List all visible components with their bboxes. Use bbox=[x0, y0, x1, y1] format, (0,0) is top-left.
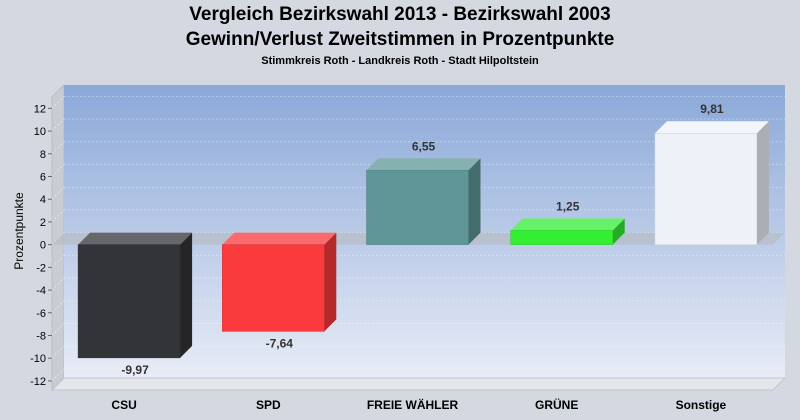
x-tick-label: FREIE WÄHLER bbox=[367, 397, 459, 412]
plot-floor bbox=[50, 377, 787, 391]
bar-side bbox=[468, 158, 481, 245]
bar-front bbox=[366, 170, 469, 245]
bar-front bbox=[654, 132, 758, 245]
y-tick-label: 12 bbox=[34, 103, 46, 115]
bar-top bbox=[510, 218, 625, 231]
y-tick-label: 2 bbox=[40, 217, 46, 229]
x-tick-label: CSU bbox=[111, 398, 136, 412]
bar-top bbox=[366, 158, 481, 171]
bar-front bbox=[77, 244, 181, 359]
gridline-side bbox=[51, 186, 65, 200]
value-label: 6,55 bbox=[412, 139, 436, 153]
bar-sonstige bbox=[654, 121, 769, 245]
y-tick-label: -4 bbox=[36, 285, 46, 297]
y-tick-label: -10 bbox=[30, 353, 46, 365]
gridline-side bbox=[51, 96, 65, 109]
x-tick-label: GRÜNE bbox=[535, 397, 578, 412]
chart-title: Vergleich Bezirkswahl 2013 - Bezirkswahl… bbox=[189, 4, 611, 25]
y-tick-label: -2 bbox=[36, 262, 46, 274]
value-label: -9,97 bbox=[121, 363, 149, 377]
gridline-side bbox=[51, 323, 65, 336]
bar-side bbox=[180, 232, 193, 358]
gridline-side bbox=[51, 368, 65, 382]
gridline-side bbox=[51, 164, 65, 177]
y-tick-label: -8 bbox=[36, 330, 46, 342]
gridline-side bbox=[51, 300, 65, 314]
bar-front bbox=[222, 244, 325, 332]
x-tick-label: Sonstige bbox=[676, 398, 727, 412]
gridline-side bbox=[51, 141, 65, 155]
x-tick-label: SPD bbox=[256, 398, 281, 412]
y-tick-label: -6 bbox=[36, 308, 46, 320]
bar-top bbox=[78, 232, 193, 245]
bar-grüne bbox=[510, 218, 625, 245]
chart-title-line-2: Gewinn/Verlust Zweitstimmen in Prozentpu… bbox=[185, 29, 615, 50]
gridline-side bbox=[51, 209, 65, 223]
value-label: -7,64 bbox=[266, 336, 294, 350]
gridline-side bbox=[51, 345, 65, 359]
bar-csu bbox=[77, 232, 193, 359]
value-label: 9,81 bbox=[700, 102, 724, 116]
y-tick-label: 0 bbox=[40, 240, 46, 252]
bar-top bbox=[222, 232, 337, 245]
gridline-side bbox=[51, 277, 65, 291]
bar-front bbox=[510, 230, 613, 245]
bar-freie-wähler bbox=[366, 158, 481, 245]
bar-side bbox=[756, 121, 769, 245]
gridline-side bbox=[51, 254, 65, 268]
value-label: 1,25 bbox=[556, 199, 580, 213]
y-tick-label: -12 bbox=[30, 376, 46, 388]
chart-subtitle: Stimmkreis Roth - Landkreis Roth - Stadt… bbox=[261, 55, 539, 67]
y-tick-label: 6 bbox=[40, 171, 46, 183]
bar-spd bbox=[222, 232, 337, 332]
gridline-side bbox=[51, 118, 65, 132]
bar-side bbox=[612, 218, 625, 245]
y-tick-label: 4 bbox=[40, 194, 46, 206]
bar-side bbox=[324, 232, 337, 332]
y-tick-label: 8 bbox=[40, 149, 46, 161]
bar-top bbox=[654, 121, 769, 134]
y-tick-label: 10 bbox=[34, 126, 46, 138]
